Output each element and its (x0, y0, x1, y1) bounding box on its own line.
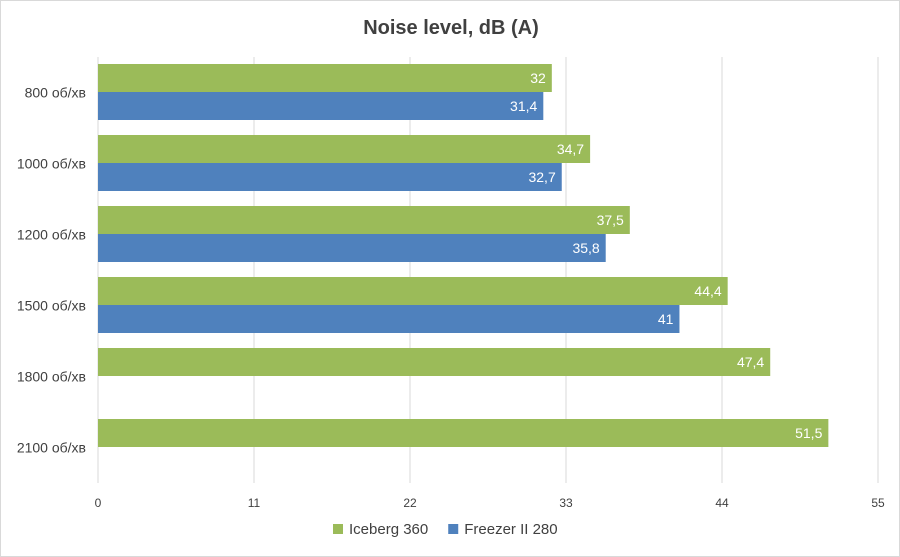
data-label: 32 (530, 70, 546, 86)
grid-layer (97, 57, 879, 483)
data-label: 47,4 (737, 354, 764, 370)
data-label: 32,7 (528, 169, 555, 185)
legend-label: Freezer II 280 (464, 521, 557, 538)
x-tick-label: 55 (871, 496, 885, 510)
bar-1 (98, 163, 562, 191)
data-label: 31,4 (510, 98, 537, 114)
bars-layer (98, 64, 829, 447)
labels-layer: 32 31,4 34,732,7 37,5 35,8 44,4 41 47,4 51,5 (510, 70, 823, 441)
category-label: 1500 об/хв (17, 298, 86, 314)
bar-0 (98, 135, 591, 163)
x-tick-label: 11 (248, 496, 261, 510)
data-label: 35,8 (572, 240, 599, 256)
x-tick-label: 44 (715, 496, 729, 510)
legend: Iceberg 360 Freezer II 280 (333, 521, 558, 538)
axis-layer: 0 11 22 33 44 55 800 об/хв 1000 об/хв 1200 об/хв… (17, 85, 885, 511)
data-label: 34,7 (557, 141, 584, 157)
bar-0 (98, 419, 829, 447)
bar-1 (98, 305, 680, 333)
bar-0 (98, 206, 630, 234)
data-label: 41 (658, 311, 674, 327)
bar-0 (98, 348, 771, 376)
category-label: 1200 об/хв (17, 227, 86, 243)
x-tick-label: 22 (403, 496, 417, 510)
bar-1 (98, 92, 544, 120)
bar-1 (98, 234, 606, 262)
bar-0 (98, 64, 552, 92)
category-label: 2100 об/хв (17, 440, 86, 456)
chart-title: Noise level, dB (A) (363, 17, 539, 39)
legend-swatch (448, 524, 459, 534)
x-tick-label: 0 (95, 496, 102, 510)
data-label: 51,5 (795, 425, 822, 441)
x-tick-label: 33 (559, 496, 573, 510)
data-label: 37,5 (597, 212, 624, 228)
bar-0 (98, 277, 728, 305)
data-label: 44,4 (694, 283, 721, 299)
legend-label: Iceberg 360 (349, 521, 428, 538)
category-label: 1000 об/хв (17, 156, 86, 172)
category-label: 800 об/хв (25, 85, 86, 101)
category-label: 1800 об/хв (17, 369, 86, 385)
legend-swatch (333, 524, 343, 534)
